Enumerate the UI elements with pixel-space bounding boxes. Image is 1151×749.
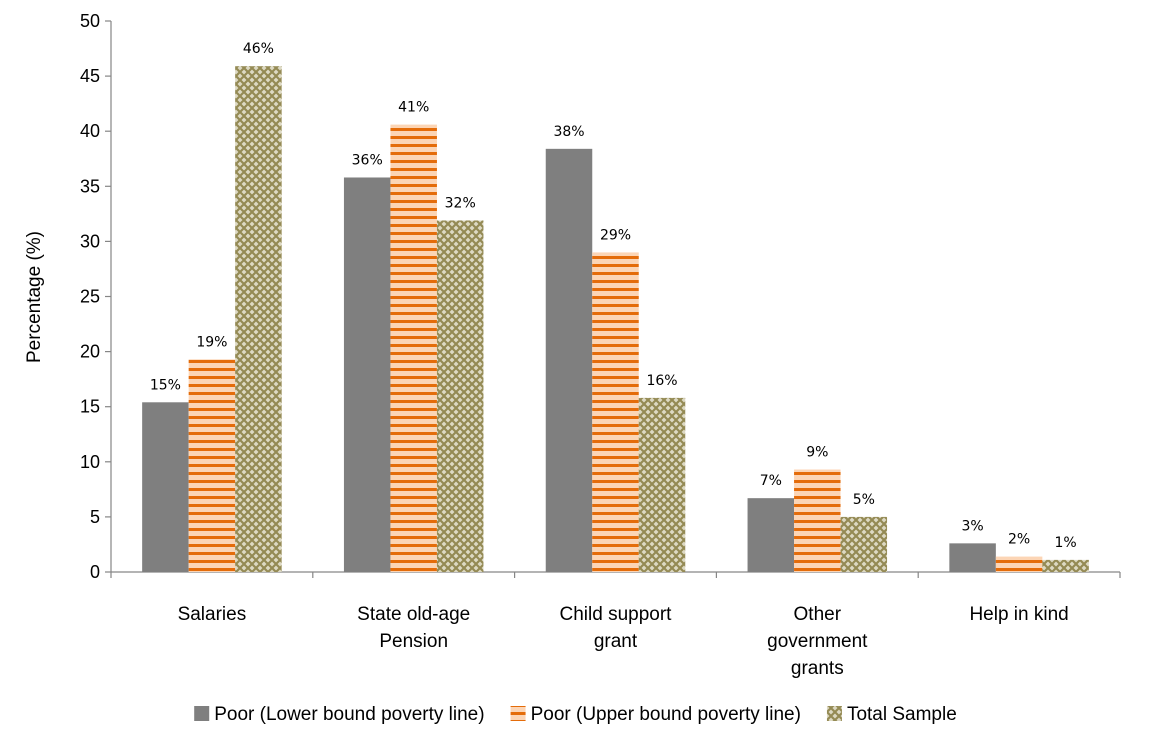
bar-1-3 <box>545 148 593 572</box>
y-tick-label: 0 <box>90 562 100 582</box>
category-label: Other government grants <box>767 604 868 679</box>
legend-label: Total Sample <box>847 704 957 725</box>
y-tick-label: 20 <box>80 342 100 362</box>
bar-3-4 <box>840 516 888 572</box>
y-tick-label: 5 <box>90 507 100 527</box>
bar-3-2 <box>436 220 484 572</box>
bar-1-4 <box>747 498 795 572</box>
data-label: 9% <box>806 445 828 461</box>
category-label: Child support grant <box>560 604 673 652</box>
y-tick-label: 10 <box>80 452 100 472</box>
data-label: 2% <box>1008 532 1030 548</box>
category-label: Help in kind <box>969 604 1068 625</box>
legend-swatch <box>826 706 842 721</box>
plot-area: 0 5 10 15 20 25 30 35 40 45 50 Salaries State old-ag… <box>80 11 1121 679</box>
bar-1-5 <box>949 543 996 572</box>
data-label: 15% <box>150 377 181 393</box>
legend-item-1: Poor (Lower bound poverty line) <box>194 704 485 725</box>
data-label: 7% <box>760 473 782 489</box>
category-label: Salaries <box>178 604 247 625</box>
category-label: State old-age Pension <box>357 604 470 652</box>
legend-swatch <box>194 706 210 721</box>
bar-2-5 <box>995 556 1043 572</box>
data-label: 5% <box>853 492 875 508</box>
data-label: 16% <box>646 373 677 389</box>
data-label: 19% <box>196 334 227 350</box>
bar-3-5 <box>1042 559 1089 572</box>
legend-label: Poor (Upper bound poverty line) <box>531 704 801 725</box>
legend-swatch <box>510 706 526 721</box>
bar-2-4 <box>794 469 841 572</box>
data-label: 38% <box>553 124 584 140</box>
y-axis-title: Percentage (%) <box>24 231 45 363</box>
data-label: 41% <box>398 100 429 116</box>
y-tick-label: 50 <box>80 11 100 31</box>
bar-3-1 <box>235 66 282 572</box>
y-tick-label: 15 <box>80 397 100 417</box>
legend-item-2: Poor (Upper bound poverty line) <box>510 704 801 725</box>
legend-label: Poor (Lower bound poverty line) <box>214 704 484 725</box>
data-label: 36% <box>352 152 383 168</box>
bar-2-2 <box>390 124 437 572</box>
y-tick-label: 30 <box>80 231 100 251</box>
legend: Poor (Lower bound poverty line) Poor (Upp… <box>194 704 957 725</box>
y-tick-label: 45 <box>80 66 100 86</box>
data-label: 29% <box>600 227 631 243</box>
bar-1-2 <box>343 177 391 572</box>
bar-2-1 <box>188 359 236 572</box>
bar-3-3 <box>638 397 686 572</box>
data-label: 3% <box>961 518 983 534</box>
y-tick-label: 40 <box>80 121 100 141</box>
legend-item-3: Total Sample <box>826 704 957 725</box>
y-tick-label: 35 <box>80 176 100 196</box>
y-tick-label: 25 <box>80 287 100 307</box>
bar-2-3 <box>592 252 639 573</box>
bar-1-1 <box>142 402 189 572</box>
data-label: 46% <box>243 41 274 57</box>
data-label: 32% <box>445 195 476 211</box>
data-label: 1% <box>1054 535 1076 551</box>
